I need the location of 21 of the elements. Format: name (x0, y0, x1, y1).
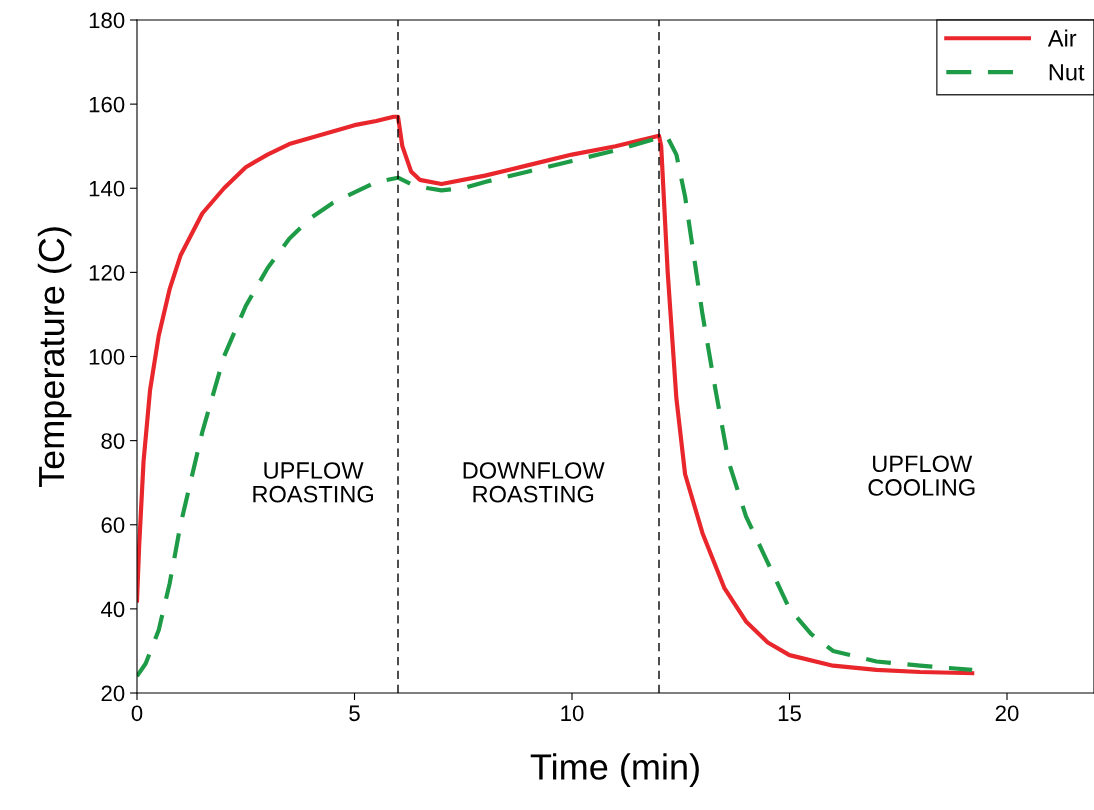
y-tick-label: 40 (100, 601, 125, 618)
y-tick-label: 60 (101, 517, 125, 534)
x-tick-label: 0 (131, 705, 143, 722)
annotation: DOWNFLOW ROASTING (463, 462, 605, 503)
x-tick-label: 5 (349, 705, 360, 722)
annotation: UPFLOW ROASTING (253, 462, 373, 503)
x-axis-title: Time (min) (530, 753, 699, 787)
y-tick-label: 20 (101, 685, 125, 702)
y-tick-label: 100 (89, 349, 125, 365)
legend-label: Air (1047, 29, 1077, 47)
y-tick-label: 180 (89, 12, 125, 29)
y-tick-label: 160 (89, 96, 125, 113)
y-tick-label: 80 (101, 433, 125, 449)
x-tick-label: 15 (778, 705, 801, 722)
x-tick-label: 10 (561, 705, 584, 722)
y-tick-label: 120 (89, 264, 125, 281)
annotation: UPFLOW COOLING (868, 455, 975, 496)
legend-label: Nut (1049, 64, 1085, 81)
y-axis-title: Temperature (C) (37, 227, 72, 488)
x-tick-label: 20 (995, 705, 1019, 722)
y-tick-label: 140 (89, 180, 125, 197)
